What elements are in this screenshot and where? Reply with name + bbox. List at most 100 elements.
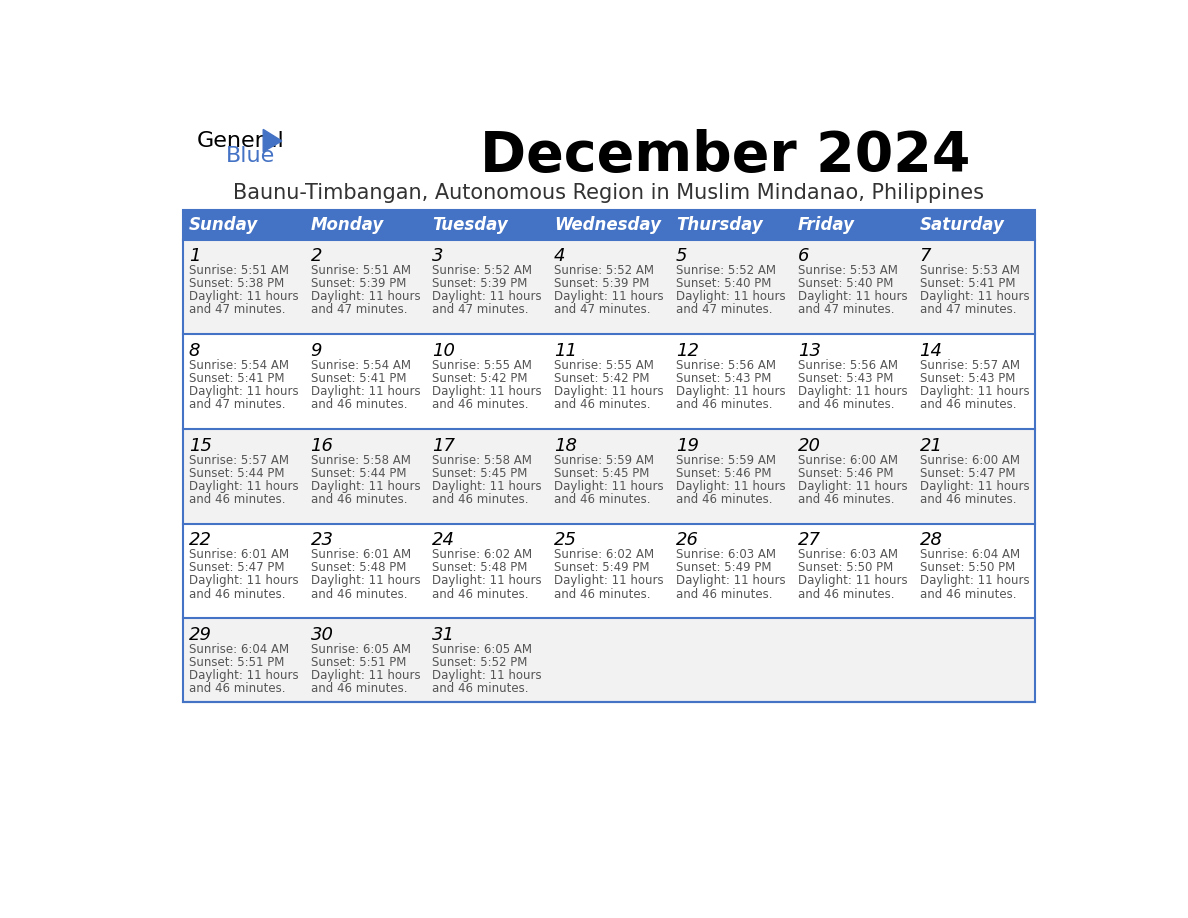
Text: Sunset: 5:48 PM: Sunset: 5:48 PM — [432, 562, 527, 575]
Text: Sunrise: 5:51 AM: Sunrise: 5:51 AM — [310, 264, 411, 277]
Text: Sunrise: 5:51 AM: Sunrise: 5:51 AM — [189, 264, 289, 277]
Text: Sunrise: 5:55 AM: Sunrise: 5:55 AM — [432, 359, 532, 372]
Text: Daylight: 11 hours: Daylight: 11 hours — [554, 290, 664, 303]
Text: Daylight: 11 hours: Daylight: 11 hours — [554, 575, 664, 588]
Text: December 2024: December 2024 — [480, 129, 969, 184]
Text: and 46 minutes.: and 46 minutes. — [676, 588, 772, 600]
Text: Sunset: 5:39 PM: Sunset: 5:39 PM — [310, 277, 406, 290]
Text: 23: 23 — [310, 532, 334, 549]
Text: 11: 11 — [554, 341, 577, 360]
Text: Daylight: 11 hours: Daylight: 11 hours — [189, 480, 298, 493]
Text: Sunrise: 5:59 AM: Sunrise: 5:59 AM — [554, 453, 655, 466]
Text: 13: 13 — [797, 341, 821, 360]
Text: Daylight: 11 hours: Daylight: 11 hours — [189, 385, 298, 398]
Text: Sunset: 5:49 PM: Sunset: 5:49 PM — [554, 562, 650, 575]
Text: Sunset: 5:45 PM: Sunset: 5:45 PM — [554, 466, 650, 480]
Text: Friday: Friday — [797, 216, 854, 234]
Text: Sunset: 5:46 PM: Sunset: 5:46 PM — [797, 466, 893, 480]
Text: Sunset: 5:41 PM: Sunset: 5:41 PM — [189, 372, 284, 385]
Text: 26: 26 — [676, 532, 699, 549]
Text: Sunrise: 5:52 AM: Sunrise: 5:52 AM — [554, 264, 655, 277]
Bar — [183, 210, 1035, 701]
Text: and 47 minutes.: and 47 minutes. — [189, 398, 285, 411]
Text: Daylight: 11 hours: Daylight: 11 hours — [432, 385, 542, 398]
Text: 2: 2 — [310, 247, 322, 265]
Text: and 46 minutes.: and 46 minutes. — [797, 588, 895, 600]
Text: Sunset: 5:42 PM: Sunset: 5:42 PM — [432, 372, 527, 385]
Text: Sunset: 5:39 PM: Sunset: 5:39 PM — [554, 277, 650, 290]
Text: and 47 minutes.: and 47 minutes. — [189, 304, 285, 317]
Bar — [183, 429, 1035, 523]
Text: and 47 minutes.: and 47 minutes. — [797, 304, 895, 317]
Text: Sunrise: 5:53 AM: Sunrise: 5:53 AM — [920, 264, 1019, 277]
Text: and 46 minutes.: and 46 minutes. — [189, 682, 285, 695]
Text: Sunrise: 5:58 AM: Sunrise: 5:58 AM — [432, 453, 532, 466]
Text: Sunset: 5:38 PM: Sunset: 5:38 PM — [189, 277, 284, 290]
Text: Daylight: 11 hours: Daylight: 11 hours — [432, 669, 542, 682]
Text: Daylight: 11 hours: Daylight: 11 hours — [920, 575, 1029, 588]
Text: 3: 3 — [432, 247, 444, 265]
Text: Sunset: 5:41 PM: Sunset: 5:41 PM — [310, 372, 406, 385]
Text: Sunday: Sunday — [189, 216, 258, 234]
Text: Daylight: 11 hours: Daylight: 11 hours — [920, 290, 1029, 303]
Text: and 46 minutes.: and 46 minutes. — [432, 398, 529, 411]
Text: Sunrise: 5:53 AM: Sunrise: 5:53 AM — [797, 264, 898, 277]
Text: and 46 minutes.: and 46 minutes. — [676, 493, 772, 506]
Text: Sunset: 5:45 PM: Sunset: 5:45 PM — [432, 466, 527, 480]
Text: Sunrise: 6:00 AM: Sunrise: 6:00 AM — [920, 453, 1019, 466]
Text: Sunrise: 5:57 AM: Sunrise: 5:57 AM — [920, 359, 1019, 372]
Text: Daylight: 11 hours: Daylight: 11 hours — [676, 385, 785, 398]
Text: and 46 minutes.: and 46 minutes. — [310, 588, 407, 600]
Text: Sunset: 5:47 PM: Sunset: 5:47 PM — [189, 562, 284, 575]
Text: 17: 17 — [432, 437, 455, 454]
Text: Daylight: 11 hours: Daylight: 11 hours — [676, 290, 785, 303]
Bar — [183, 523, 1035, 619]
Text: Sunset: 5:43 PM: Sunset: 5:43 PM — [797, 372, 893, 385]
Text: and 46 minutes.: and 46 minutes. — [797, 398, 895, 411]
Text: and 46 minutes.: and 46 minutes. — [310, 398, 407, 411]
Text: and 46 minutes.: and 46 minutes. — [189, 588, 285, 600]
Text: Sunset: 5:51 PM: Sunset: 5:51 PM — [189, 656, 284, 669]
Text: 15: 15 — [189, 437, 211, 454]
Text: Daylight: 11 hours: Daylight: 11 hours — [797, 290, 908, 303]
Text: 9: 9 — [310, 341, 322, 360]
Text: Daylight: 11 hours: Daylight: 11 hours — [554, 385, 664, 398]
Text: Sunrise: 5:52 AM: Sunrise: 5:52 AM — [676, 264, 776, 277]
Text: and 46 minutes.: and 46 minutes. — [554, 398, 651, 411]
Text: Sunset: 5:52 PM: Sunset: 5:52 PM — [432, 656, 527, 669]
Text: and 46 minutes.: and 46 minutes. — [432, 493, 529, 506]
Text: 30: 30 — [310, 626, 334, 644]
Polygon shape — [264, 129, 282, 151]
Text: 5: 5 — [676, 247, 688, 265]
Text: Daylight: 11 hours: Daylight: 11 hours — [432, 575, 542, 588]
Text: 10: 10 — [432, 341, 455, 360]
Text: Sunrise: 6:02 AM: Sunrise: 6:02 AM — [432, 548, 532, 561]
Text: and 46 minutes.: and 46 minutes. — [920, 588, 1016, 600]
Text: Sunset: 5:42 PM: Sunset: 5:42 PM — [554, 372, 650, 385]
Text: and 46 minutes.: and 46 minutes. — [310, 682, 407, 695]
Text: Daylight: 11 hours: Daylight: 11 hours — [920, 480, 1029, 493]
Text: Sunrise: 5:57 AM: Sunrise: 5:57 AM — [189, 453, 289, 466]
Text: Sunset: 5:40 PM: Sunset: 5:40 PM — [676, 277, 771, 290]
Text: Sunrise: 6:00 AM: Sunrise: 6:00 AM — [797, 453, 898, 466]
Bar — [183, 240, 1035, 334]
Text: Tuesday: Tuesday — [432, 216, 508, 234]
Text: Daylight: 11 hours: Daylight: 11 hours — [676, 575, 785, 588]
Text: Sunset: 5:48 PM: Sunset: 5:48 PM — [310, 562, 406, 575]
Text: Daylight: 11 hours: Daylight: 11 hours — [676, 480, 785, 493]
Text: Sunset: 5:40 PM: Sunset: 5:40 PM — [797, 277, 893, 290]
Text: Sunrise: 6:04 AM: Sunrise: 6:04 AM — [920, 548, 1019, 561]
Text: 31: 31 — [432, 626, 455, 644]
Text: Sunrise: 6:05 AM: Sunrise: 6:05 AM — [310, 643, 411, 656]
Text: 7: 7 — [920, 247, 931, 265]
Text: 28: 28 — [920, 532, 942, 549]
Text: Sunrise: 5:59 AM: Sunrise: 5:59 AM — [676, 453, 776, 466]
Text: Sunset: 5:41 PM: Sunset: 5:41 PM — [920, 277, 1015, 290]
Text: Sunset: 5:46 PM: Sunset: 5:46 PM — [676, 466, 771, 480]
Text: Daylight: 11 hours: Daylight: 11 hours — [554, 480, 664, 493]
Text: Daylight: 11 hours: Daylight: 11 hours — [310, 385, 421, 398]
Text: Wednesday: Wednesday — [554, 216, 662, 234]
Text: Sunset: 5:43 PM: Sunset: 5:43 PM — [676, 372, 771, 385]
Text: 19: 19 — [676, 437, 699, 454]
Text: Sunrise: 6:03 AM: Sunrise: 6:03 AM — [797, 548, 898, 561]
